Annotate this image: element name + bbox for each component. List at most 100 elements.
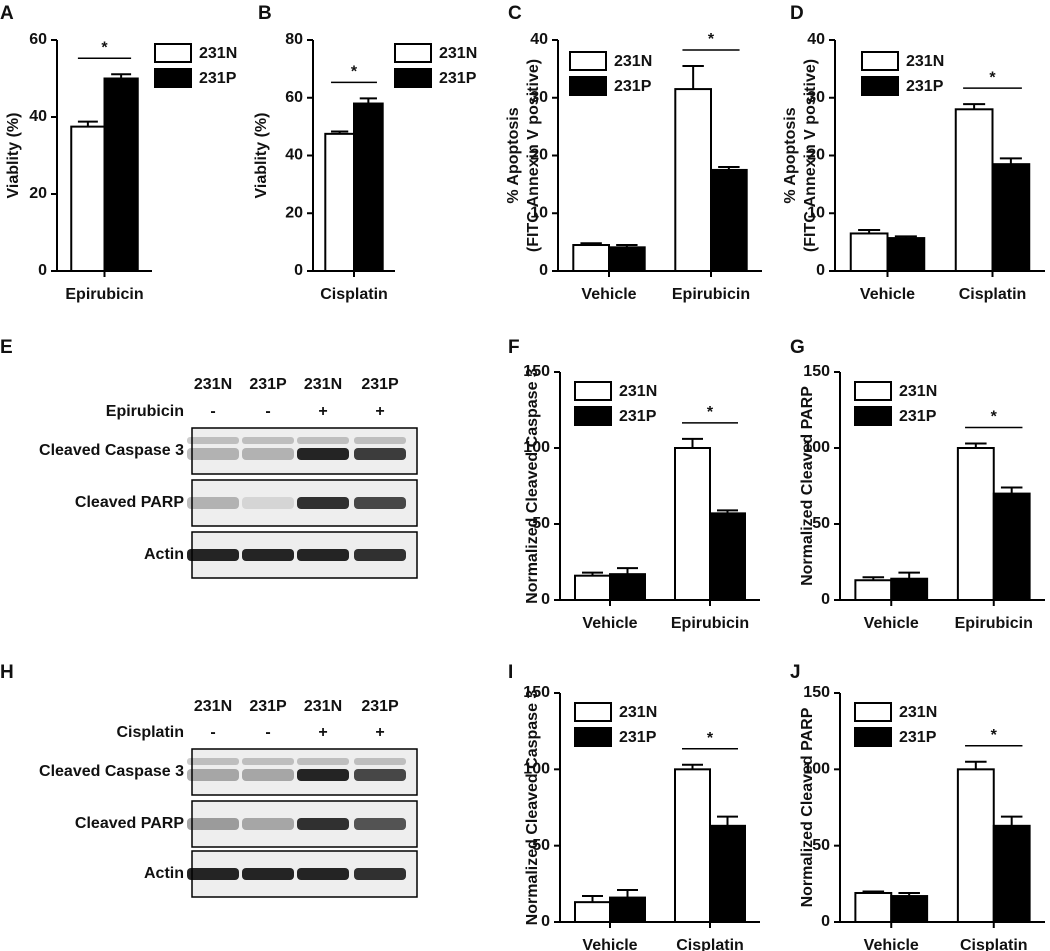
legend-swatch: [861, 51, 899, 71]
y-axis-label: Viablity (%): [5, 113, 22, 199]
y-axis-label: Normalized Cleaved PARP: [799, 386, 816, 586]
y-tick-label: 50: [812, 515, 830, 532]
legend-label: 231P: [899, 408, 937, 425]
bar: [609, 573, 646, 601]
blot-band: [354, 549, 406, 561]
legend-swatch: [574, 406, 612, 426]
y-tick-label: 150: [803, 363, 830, 380]
bar: [992, 824, 1031, 924]
legend-label: 231P: [619, 729, 657, 746]
blot-band: [354, 497, 406, 509]
y-tick-label: 20: [29, 185, 47, 202]
x-tick-label: Vehicle: [581, 286, 636, 303]
y-tick-label: 60: [29, 31, 47, 48]
x-tick-label: Epirubicin: [672, 286, 750, 303]
lane-label: 231P: [249, 698, 287, 715]
significance-mark: *: [989, 69, 996, 86]
y-tick-label: 20: [285, 204, 303, 221]
panel-letter: H: [0, 662, 14, 683]
y-tick-label: 50: [812, 837, 830, 854]
legend-swatch: [854, 702, 892, 722]
blot-row-label: Cleaved Caspase 3: [39, 442, 184, 459]
blot-band: [297, 769, 349, 781]
significance-mark: *: [351, 64, 358, 81]
blot-band: [242, 437, 294, 444]
lane-label: 231P: [249, 376, 287, 393]
y-tick-label: 30: [530, 89, 548, 106]
lane-label: 231N: [194, 698, 232, 715]
bar: [574, 901, 611, 923]
bar: [709, 824, 746, 924]
panel-letter: I: [508, 662, 513, 683]
lane-label: 231P: [361, 376, 399, 393]
bar: [324, 132, 355, 272]
legend-label: 231P: [439, 70, 477, 87]
bar: [854, 891, 893, 924]
y-tick-label: 20: [807, 147, 825, 164]
y-tick-label: 0: [539, 262, 548, 279]
bar: [674, 88, 712, 273]
lane-label: 231P: [361, 698, 399, 715]
blot-band: [297, 437, 349, 444]
treatment-label: Cisplatin: [116, 724, 184, 741]
significance-mark: *: [991, 409, 998, 426]
x-tick-label: Vehicle: [582, 937, 637, 951]
blot-row-label: Actin: [144, 865, 184, 882]
legend-label: 231N: [619, 704, 657, 721]
legend-swatch: [854, 381, 892, 401]
x-tick-label: Cisplatin: [959, 286, 1027, 303]
legend-swatch: [154, 43, 192, 63]
y-tick-label: 0: [541, 913, 550, 930]
bar: [608, 246, 646, 272]
blot-band: [187, 769, 239, 781]
y-tick-label: 0: [821, 591, 830, 608]
blot-band: [187, 818, 239, 830]
y-tick-label: 0: [541, 591, 550, 608]
y-tick-label: 20: [530, 147, 548, 164]
bar: [572, 244, 610, 272]
significance-mark: *: [707, 404, 714, 421]
blot-band: [297, 868, 349, 880]
blot-band: [242, 769, 294, 781]
y-tick-label: 100: [803, 439, 830, 456]
y-tick-label: 60: [285, 89, 303, 106]
bar: [103, 77, 139, 272]
bar: [890, 577, 929, 601]
blot-band: [187, 437, 239, 444]
blot-row-label: Actin: [144, 546, 184, 563]
legend-swatch: [394, 43, 432, 63]
blot-row-label: Cleaved PARP: [75, 815, 184, 832]
x-tick-label: Vehicle: [860, 286, 915, 303]
y-tick-label: 150: [523, 684, 550, 701]
legend-label: 231P: [614, 78, 652, 95]
blot-band: [242, 868, 294, 880]
bar: [992, 492, 1031, 602]
legend-label: 231N: [619, 383, 657, 400]
bar: [886, 237, 926, 273]
blot-band: [297, 549, 349, 561]
legend-swatch: [854, 406, 892, 426]
blot-band: [242, 818, 294, 830]
x-tick-label: Vehicle: [864, 615, 919, 632]
x-tick-label: Cisplatin: [676, 937, 744, 951]
legend-label: 231N: [439, 45, 477, 62]
y-tick-label: 10: [807, 204, 825, 221]
treatment-sign: -: [210, 724, 215, 741]
y-axis-label: Normalized Cleaved Caspase 3: [524, 368, 541, 604]
bar: [609, 896, 646, 923]
x-tick-label: Vehicle: [582, 615, 637, 632]
legend-swatch: [569, 51, 607, 71]
blot-band: [297, 448, 349, 460]
bar: [709, 512, 746, 601]
y-axis-label: Normalized Cleaved PARP: [799, 707, 816, 907]
lane-label: 231N: [304, 698, 342, 715]
blot-row-label: Cleaved Caspase 3: [39, 763, 184, 780]
legend-swatch: [569, 76, 607, 96]
y-tick-label: 50: [532, 837, 550, 854]
treatment-label: Epirubicin: [106, 403, 184, 420]
treatment-sign: -: [210, 403, 215, 420]
y-tick-label: 10: [530, 204, 548, 221]
bar: [954, 108, 994, 272]
bar: [574, 574, 611, 601]
